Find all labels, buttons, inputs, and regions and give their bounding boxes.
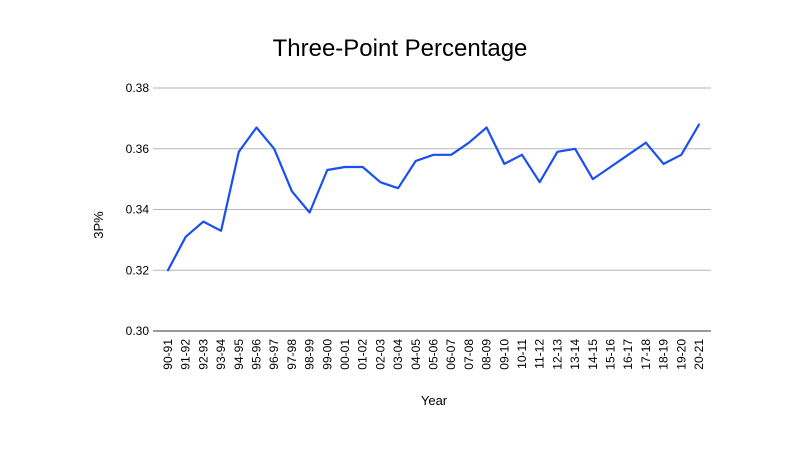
x-tick-label: 16-17 [621, 339, 635, 370]
x-tick-label: 93-94 [214, 339, 228, 370]
x-tick-label: 08-09 [480, 339, 494, 370]
x-tick-label: 91-92 [179, 339, 193, 370]
x-axis-ticks: 90-91 91-92 92-93 93-94 94-95 95-96 96-97 97-98… [161, 339, 706, 370]
y-tick-label: 0.30 [126, 324, 150, 338]
x-tick-label: 00-01 [338, 339, 352, 370]
y-tick-label: 0.32 [126, 263, 150, 277]
x-tick-label: 94-95 [232, 339, 246, 370]
series-layer [166, 123, 701, 272]
y-tick-label: 0.34 [126, 203, 150, 217]
x-tick-label: 15-16 [604, 339, 618, 370]
chart-title: Three-Point Percentage [273, 35, 528, 62]
x-tick-label: 06-07 [444, 339, 458, 370]
x-tick-label: 05-06 [427, 339, 441, 370]
x-tick-label: 04-05 [409, 339, 423, 370]
x-tick-label: 92-93 [196, 339, 210, 370]
x-tick-label: 01-02 [356, 339, 370, 370]
gridlines [153, 87, 711, 332]
x-tick-label: 96-97 [267, 339, 281, 370]
x-tick-label: 98-99 [303, 339, 317, 370]
x-axis-label: Year [421, 393, 448, 408]
x-tick-label: 14-15 [586, 339, 600, 370]
x-tick-label: 07-08 [462, 339, 476, 370]
x-tick-label: 03-04 [391, 339, 405, 370]
y-tick-label: 0.38 [126, 81, 150, 95]
x-tick-label: 19-20 [674, 339, 688, 370]
x-tick-label: 13-14 [568, 339, 582, 370]
x-tick-label: 95-96 [250, 339, 264, 370]
y-axis-ticks: 0.30 0.32 0.34 0.36 0.38 [126, 81, 150, 338]
y-axis-label: 3P% [91, 211, 106, 239]
x-tick-label: 11-12 [533, 339, 547, 369]
x-tick-label: 97-98 [285, 339, 299, 370]
x-tick-label: 99-00 [320, 339, 334, 370]
x-tick-label: 18-19 [657, 339, 671, 370]
x-tick-label: 12-13 [550, 339, 564, 370]
x-tick-label: 10-11 [515, 339, 529, 369]
x-tick-label: 17-18 [639, 339, 653, 370]
x-tick-label: 90-91 [161, 339, 175, 370]
x-tick-label: 20-21 [692, 339, 706, 370]
y-tick-label: 0.36 [126, 142, 150, 156]
x-tick-label: 09-10 [497, 339, 511, 370]
x-tick-label: 02-03 [373, 339, 387, 370]
series-line [166, 123, 701, 272]
